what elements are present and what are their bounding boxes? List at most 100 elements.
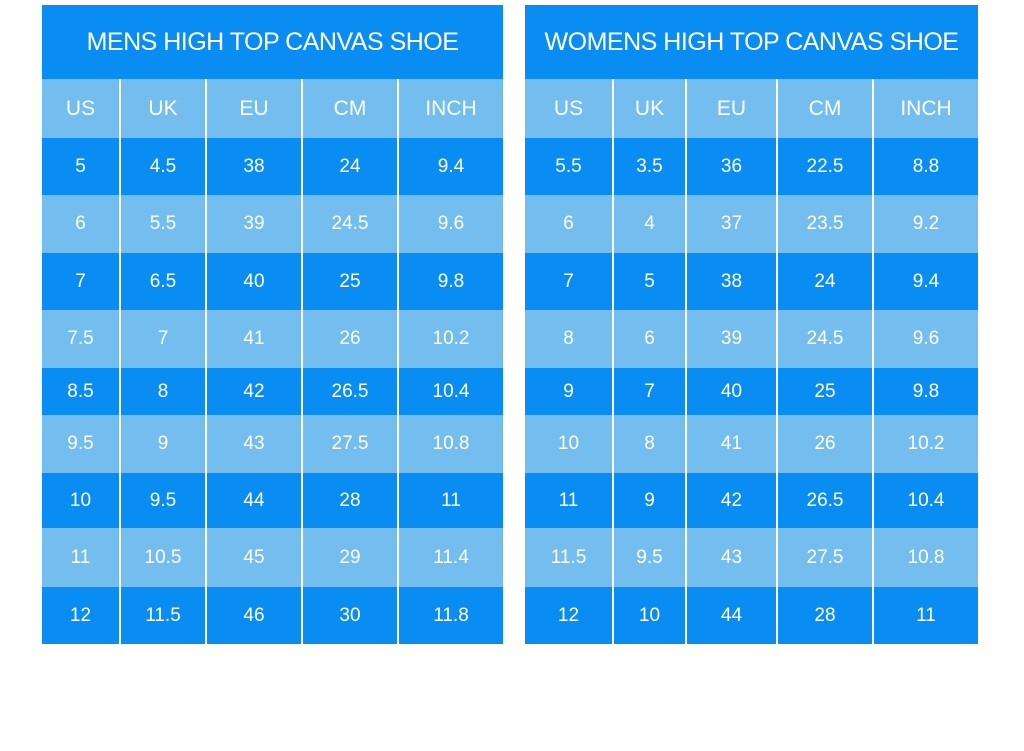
table-cell: 5.5 — [119, 195, 205, 253]
table-cell: 6.5 — [119, 253, 205, 310]
table-cell: 28 — [776, 587, 872, 644]
table-title: MENS HIGH TOP CANVAS SHOE — [42, 5, 503, 79]
table-cell: 42 — [205, 368, 301, 415]
table-cell: 9.4 — [872, 253, 978, 310]
table-cell: 9.5 — [612, 528, 685, 587]
table-cell: 9.8 — [872, 368, 978, 415]
table-title: WOMENS HIGH TOP CANVAS SHOE — [525, 5, 978, 79]
column-header: INCH — [872, 79, 978, 138]
table-cell: 10 — [525, 415, 612, 473]
table-cell: 11 — [872, 587, 978, 644]
table-cell: 25 — [776, 368, 872, 415]
table-cell: 41 — [205, 310, 301, 368]
table-cell: 7 — [42, 253, 119, 310]
table-cell: 10.2 — [397, 310, 503, 368]
table-cell: 11.5 — [119, 587, 205, 644]
table-cell: 8 — [612, 415, 685, 473]
table-cell: 24.5 — [301, 195, 397, 253]
table-cell: 26 — [301, 310, 397, 368]
table-cell: 12 — [42, 587, 119, 644]
table-cell: 5.5 — [525, 138, 612, 195]
table-cell: 10.4 — [872, 473, 978, 528]
table-cell: 5 — [612, 253, 685, 310]
table-cell: 8 — [525, 310, 612, 368]
table-cell: 43 — [205, 415, 301, 473]
table-cell: 44 — [685, 587, 776, 644]
table-cell: 23.5 — [776, 195, 872, 253]
table-cell: 9 — [119, 415, 205, 473]
column-header: CM — [301, 79, 397, 138]
table-cell: 39 — [685, 310, 776, 368]
table-cell: 46 — [205, 587, 301, 644]
table-cell: 6 — [525, 195, 612, 253]
table-cell: 10 — [42, 473, 119, 528]
table-cell: 39 — [205, 195, 301, 253]
table-cell: 38 — [685, 253, 776, 310]
table-cell: 9.5 — [119, 473, 205, 528]
table-cell: 4 — [612, 195, 685, 253]
table-cell: 10.4 — [397, 368, 503, 415]
table-cell: 7.5 — [42, 310, 119, 368]
table-cell: 41 — [685, 415, 776, 473]
table-cell: 6 — [612, 310, 685, 368]
table-cell: 26 — [776, 415, 872, 473]
table-cell: 7 — [525, 253, 612, 310]
column-header: EU — [205, 79, 301, 138]
table-cell: 11.4 — [397, 528, 503, 587]
table-cell: 12 — [525, 587, 612, 644]
table-cell: 10.2 — [872, 415, 978, 473]
table-cell: 9.2 — [872, 195, 978, 253]
column-header: INCH — [397, 79, 503, 138]
table-cell: 40 — [685, 368, 776, 415]
table-cell: 4.5 — [119, 138, 205, 195]
table-cell: 24.5 — [776, 310, 872, 368]
table-cell: 11.8 — [397, 587, 503, 644]
column-header: UK — [119, 79, 205, 138]
table-cell: 9.6 — [872, 310, 978, 368]
table-cell: 8.5 — [42, 368, 119, 415]
column-header: CM — [776, 79, 872, 138]
table-cell: 10.8 — [397, 415, 503, 473]
table-cell: 25 — [301, 253, 397, 310]
table-cell: 29 — [301, 528, 397, 587]
table-cell: 26.5 — [301, 368, 397, 415]
table-cell: 10.5 — [119, 528, 205, 587]
table-cell: 7 — [612, 368, 685, 415]
table-cell: 36 — [685, 138, 776, 195]
table-cell: 45 — [205, 528, 301, 587]
column-header: US — [42, 79, 119, 138]
table-cell: 9 — [612, 473, 685, 528]
table-cell: 38 — [205, 138, 301, 195]
table-cell: 9 — [525, 368, 612, 415]
table-cell: 28 — [301, 473, 397, 528]
table-cell: 26.5 — [776, 473, 872, 528]
table-cell: 37 — [685, 195, 776, 253]
table-cell: 9.8 — [397, 253, 503, 310]
table-cell: 7 — [119, 310, 205, 368]
table-cell: 8 — [119, 368, 205, 415]
table-cell: 6 — [42, 195, 119, 253]
table-cell: 27.5 — [301, 415, 397, 473]
table-cell: 11 — [525, 473, 612, 528]
table-cell: 11 — [397, 473, 503, 528]
table-cell: 44 — [205, 473, 301, 528]
table-cell: 9.5 — [42, 415, 119, 473]
column-header: EU — [685, 79, 776, 138]
table-cell: 40 — [205, 253, 301, 310]
table-cell: 30 — [301, 587, 397, 644]
table-cell: 9.4 — [397, 138, 503, 195]
column-header: UK — [612, 79, 685, 138]
table-cell: 24 — [776, 253, 872, 310]
table-cell: 11 — [42, 528, 119, 587]
table-cell: 5 — [42, 138, 119, 195]
table-cell: 27.5 — [776, 528, 872, 587]
table-cell: 10.8 — [872, 528, 978, 587]
table-cell: 43 — [685, 528, 776, 587]
table-cell: 42 — [685, 473, 776, 528]
table-cell: 24 — [301, 138, 397, 195]
column-header: US — [525, 79, 612, 138]
table-cell: 8.8 — [872, 138, 978, 195]
table-cell: 11.5 — [525, 528, 612, 587]
table-cell: 3.5 — [612, 138, 685, 195]
